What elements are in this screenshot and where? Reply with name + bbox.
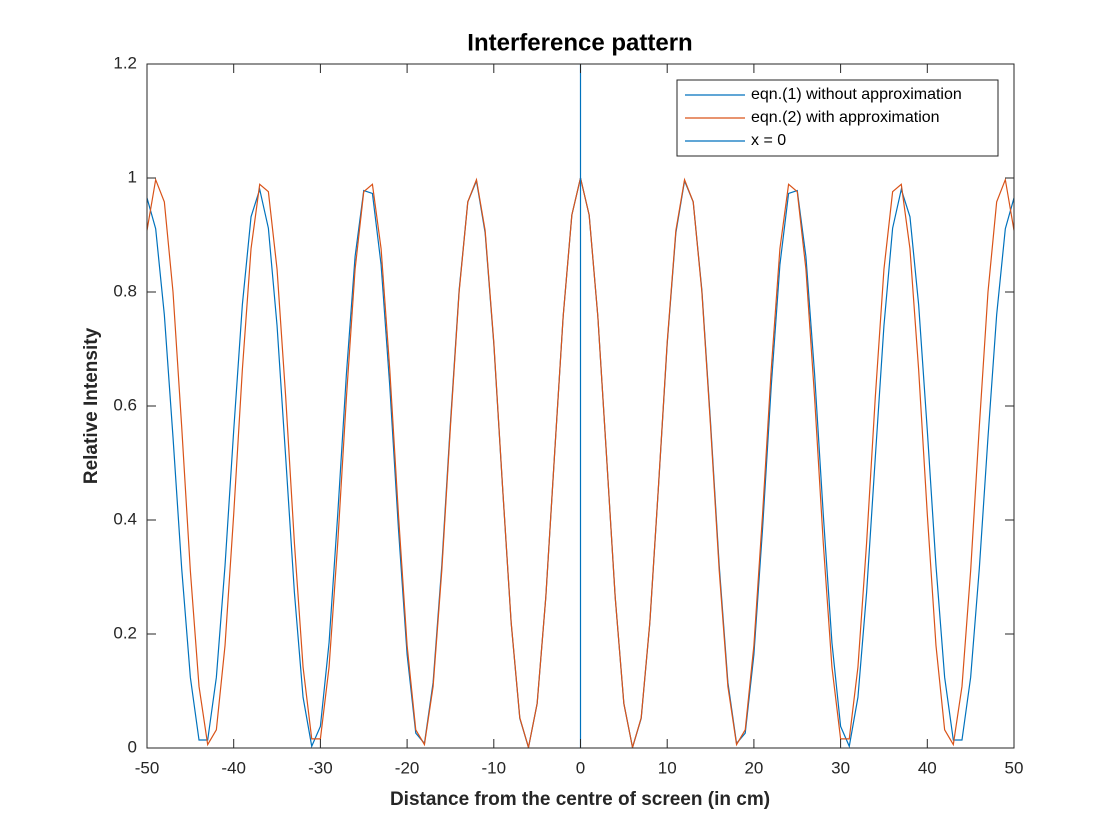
- y-tick-label: 0.2: [113, 623, 137, 642]
- y-tick-label: 1.2: [113, 53, 137, 72]
- y-tick-label: 0: [128, 737, 137, 756]
- x-tick-label: 10: [658, 758, 677, 777]
- x-tick-label: 50: [1005, 758, 1024, 777]
- x-tick-label: 0: [576, 758, 585, 777]
- chart-title: Interference pattern: [467, 29, 692, 56]
- legend-label: eqn.(1) without approximation: [751, 86, 962, 103]
- y-tick-label: 0.6: [113, 395, 137, 414]
- legend-label: x = 0: [751, 132, 786, 149]
- x-tick-label: 20: [744, 758, 763, 777]
- x-tick-label: 30: [831, 758, 850, 777]
- x-tick-label: 40: [918, 758, 937, 777]
- y-axis-label: Relative Intensity: [81, 327, 102, 484]
- legend-label: eqn.(2) with approximation: [751, 109, 940, 126]
- x-tick-label: -30: [308, 758, 333, 777]
- x-tick-label: -40: [221, 758, 246, 777]
- y-tick-label: 0.4: [113, 509, 137, 528]
- x-tick-label: -50: [135, 758, 160, 777]
- y-tick-label: 1: [128, 167, 137, 186]
- x-tick-label: -20: [395, 758, 420, 777]
- x-tick-label: -10: [482, 758, 507, 777]
- y-tick-label: 0.8: [113, 281, 137, 300]
- x-axis-label: Distance from the centre of screen (in c…: [390, 789, 770, 810]
- legend: eqn.(1) without approximation eqn.(2) wit…: [676, 79, 999, 157]
